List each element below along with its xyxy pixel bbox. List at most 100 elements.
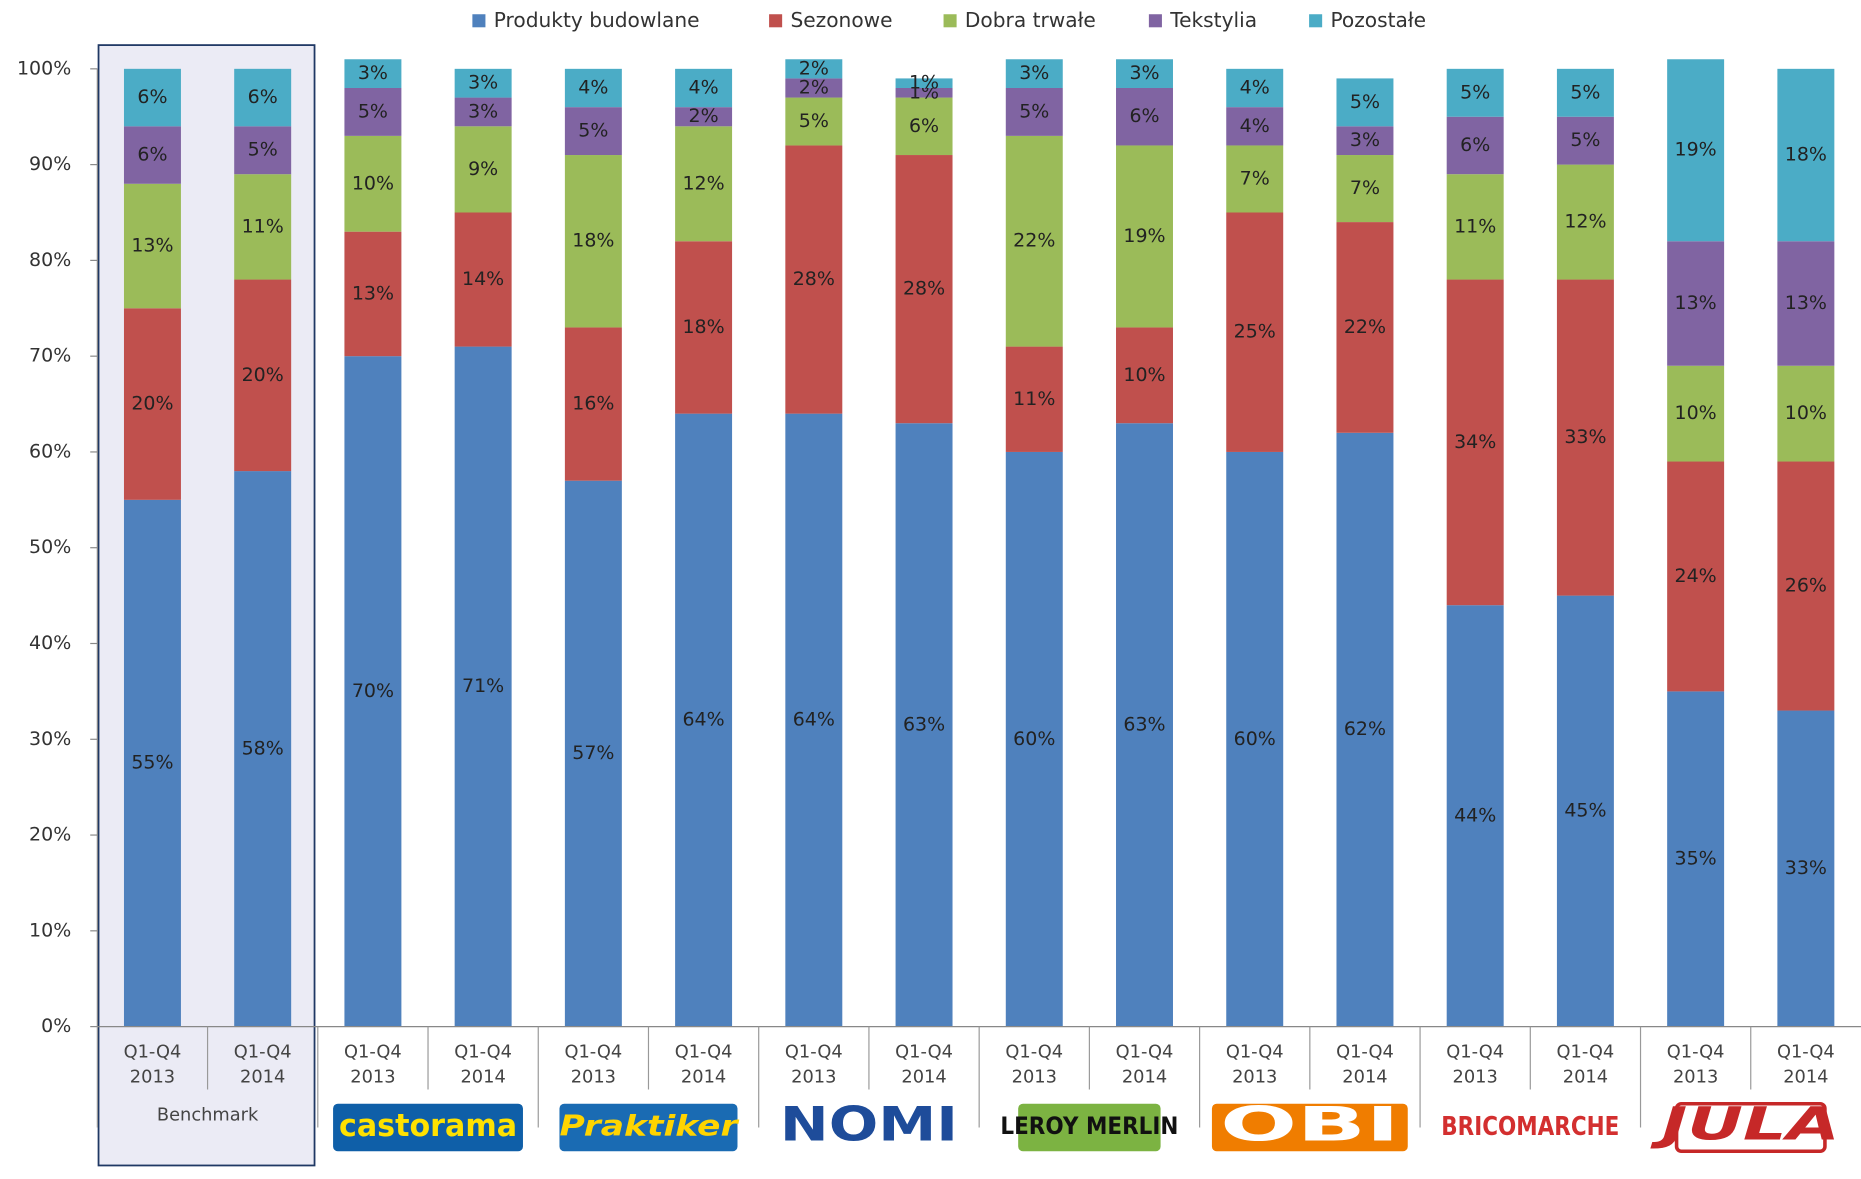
bar-segment bbox=[454, 346, 512, 1027]
data-label: 12% bbox=[683, 172, 725, 194]
data-label: 2% bbox=[799, 57, 829, 79]
data-label: 5% bbox=[1460, 81, 1490, 103]
data-label: 57% bbox=[572, 742, 614, 764]
x-tick-label: Q1-Q4 2013 bbox=[344, 1042, 402, 1088]
data-label: 19% bbox=[1675, 139, 1717, 161]
group-label: Benchmark bbox=[157, 1105, 259, 1126]
data-label: 11% bbox=[1013, 388, 1055, 410]
bar-segment bbox=[234, 279, 292, 472]
data-label: 5% bbox=[1570, 129, 1600, 151]
y-tick-label: 50% bbox=[29, 536, 71, 558]
bar-segment bbox=[1556, 595, 1614, 1027]
logo-box bbox=[1674, 1101, 1827, 1154]
bar-segment bbox=[1446, 279, 1504, 606]
data-label: 4% bbox=[578, 76, 608, 98]
bar-segment bbox=[1556, 279, 1614, 596]
bar-segment bbox=[785, 78, 843, 98]
data-label: 10% bbox=[1675, 402, 1717, 424]
bar-segment bbox=[1446, 605, 1504, 1027]
x-tick-label: Q1-Q4 2013 bbox=[1226, 1042, 1284, 1088]
bar-segment bbox=[785, 59, 843, 79]
data-label: 14% bbox=[462, 268, 504, 290]
bar-segment bbox=[1226, 212, 1284, 452]
x-tick-label: Q1-Q4 2014 bbox=[1116, 1042, 1174, 1088]
data-label: 10% bbox=[1785, 402, 1827, 424]
x-tick-label: Q1-Q4 2014 bbox=[675, 1042, 733, 1088]
legend-label: Pozostałe bbox=[1330, 8, 1426, 32]
data-label: 10% bbox=[352, 172, 394, 194]
bar-segment bbox=[1336, 222, 1394, 433]
legend-label: Produkty budowlane bbox=[494, 8, 700, 32]
data-label: 33% bbox=[1564, 426, 1606, 448]
y-tick-label: 40% bbox=[29, 632, 71, 654]
x-tick-label: Q1-Q4 2013 bbox=[564, 1042, 622, 1088]
data-label: 11% bbox=[242, 215, 284, 237]
bar-segment bbox=[1777, 241, 1835, 366]
data-label: 25% bbox=[1234, 321, 1276, 343]
bar-segment bbox=[123, 126, 181, 184]
data-label: 5% bbox=[578, 120, 608, 142]
bar-segment bbox=[123, 499, 181, 1027]
bar-segment bbox=[234, 126, 292, 175]
x-tick-label: Q1-Q4 2014 bbox=[1777, 1042, 1835, 1088]
data-label: 3% bbox=[1129, 62, 1159, 84]
data-label: 4% bbox=[1240, 115, 1270, 137]
bar-segment bbox=[454, 212, 512, 347]
data-label: 6% bbox=[248, 86, 278, 108]
bar-segment bbox=[564, 480, 622, 1027]
data-label: 3% bbox=[468, 72, 498, 94]
bar-segment bbox=[1777, 461, 1835, 711]
data-label: 6% bbox=[1460, 134, 1490, 156]
y-tick-label: 0% bbox=[41, 1015, 71, 1037]
data-label: 9% bbox=[468, 158, 498, 180]
x-tick-label: Q1-Q4 2014 bbox=[895, 1042, 953, 1088]
data-label: 22% bbox=[1013, 230, 1055, 252]
data-label: 5% bbox=[799, 110, 829, 132]
data-label: 34% bbox=[1454, 431, 1496, 453]
y-tick-label: 20% bbox=[29, 824, 71, 846]
bar-segment bbox=[895, 78, 953, 88]
bar-segment bbox=[1667, 461, 1725, 692]
data-label: 16% bbox=[572, 393, 614, 415]
bar-segment bbox=[564, 155, 622, 328]
bar-segment bbox=[1336, 126, 1394, 156]
bar-segment bbox=[1446, 68, 1504, 117]
data-label: 5% bbox=[1019, 100, 1049, 122]
data-label: 55% bbox=[131, 752, 173, 774]
legend-swatch bbox=[769, 14, 783, 28]
data-label: 5% bbox=[248, 139, 278, 161]
bar-segment bbox=[675, 126, 733, 242]
legend-label: Sezonowe bbox=[790, 8, 892, 32]
bar-segment bbox=[785, 413, 843, 1027]
y-tick-label: 30% bbox=[29, 728, 71, 750]
bar-segment bbox=[1336, 155, 1394, 223]
group-logo: JULA bbox=[1650, 1097, 1840, 1150]
data-label: 7% bbox=[1350, 177, 1380, 199]
data-label: 1% bbox=[909, 72, 939, 94]
bar-segment bbox=[1667, 365, 1725, 462]
bar-segment bbox=[234, 68, 292, 127]
data-label: 7% bbox=[1240, 167, 1270, 189]
bar-segment bbox=[123, 183, 181, 309]
legend-swatch bbox=[472, 14, 486, 28]
data-label: 13% bbox=[352, 282, 394, 304]
bar-segment bbox=[1226, 451, 1284, 1027]
y-tick-label: 70% bbox=[29, 345, 71, 367]
logo-box bbox=[1018, 1103, 1161, 1152]
data-label: 63% bbox=[1123, 713, 1165, 735]
bar-segment bbox=[454, 97, 512, 127]
bar-segment bbox=[344, 231, 402, 357]
x-tick-label: Q1-Q4 2014 bbox=[234, 1042, 292, 1088]
data-label: 63% bbox=[903, 713, 945, 735]
bar-segment bbox=[1667, 241, 1725, 366]
bar-segment bbox=[1667, 691, 1725, 1027]
bar-segment bbox=[454, 68, 512, 98]
data-label: 20% bbox=[242, 364, 284, 386]
logo-box bbox=[559, 1103, 738, 1152]
group-logo: LEROY MERLIN bbox=[1000, 1112, 1178, 1140]
bar-segment bbox=[123, 308, 181, 500]
y-tick-label: 60% bbox=[29, 440, 71, 462]
bar-segment bbox=[785, 145, 843, 414]
data-label: 12% bbox=[1564, 211, 1606, 233]
data-label: 18% bbox=[683, 316, 725, 338]
